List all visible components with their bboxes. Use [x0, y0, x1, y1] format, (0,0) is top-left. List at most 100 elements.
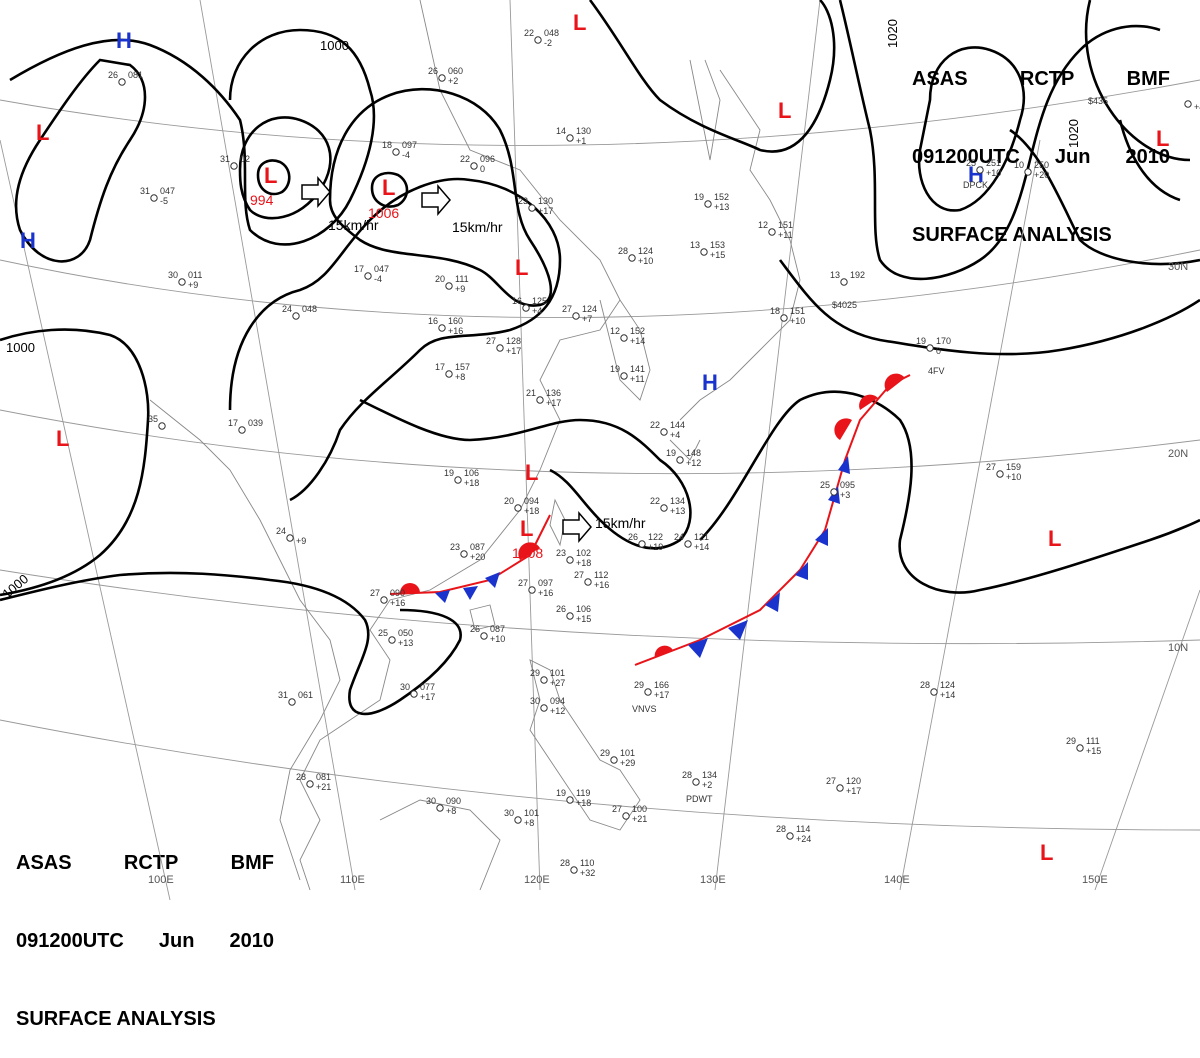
station-pressure: 077 — [420, 682, 435, 692]
station-pressure: 125 — [532, 296, 547, 306]
station-plot: 21 136+17 — [526, 388, 561, 408]
coast-sakhalin — [689, 59, 721, 161]
station-pressure-tendency: +18 — [576, 798, 591, 808]
station-plot: 26 106+15 — [556, 604, 591, 624]
station-pressure: 130 — [538, 196, 553, 206]
isobar-mid-trough — [359, 398, 692, 550]
station-temperature: 24 — [276, 526, 286, 536]
station-circle-icon — [692, 778, 700, 786]
station-plot: 22 048-2 — [524, 28, 559, 48]
motion-speed-label: 15km/hr — [452, 219, 503, 235]
stationary-front-west — [389, 514, 551, 603]
station-pressure-tendency: +9 — [296, 536, 306, 546]
station-pressure-tendency: +18 — [524, 506, 539, 516]
station-plot: 19 152+13 — [694, 192, 729, 212]
station-plot: 13 192 — [830, 270, 865, 286]
station-plot: 24 048 — [282, 304, 317, 320]
graticule-meridian-150e — [1094, 589, 1200, 891]
station-circle-icon — [700, 248, 708, 256]
station-plot: 12 151+11 — [758, 220, 793, 240]
station-pressure: 094 — [550, 696, 565, 706]
station-circle-icon — [514, 504, 522, 512]
header-bulletin: BMF — [1126, 68, 1170, 90]
station-plot: 28 134+2 — [682, 770, 717, 790]
warm-front-semicircle — [400, 583, 420, 593]
station-circle-icon — [230, 162, 238, 170]
low-pressure-symbol: L — [36, 120, 49, 145]
station-circle-icon — [610, 756, 618, 764]
station-temperature: 25 — [820, 480, 830, 490]
station-plot: 17 039 — [228, 418, 263, 434]
graticule-meridian-130e — [714, 0, 821, 891]
station-pressure-tendency: +9 — [455, 284, 465, 294]
station-plot: 24 121+14 — [674, 532, 709, 552]
station-circle-icon — [840, 278, 848, 286]
low-pressure-value: 1006 — [368, 205, 399, 221]
isobar-east — [1084, 0, 1191, 162]
station-pressure-tendency: +16 — [390, 598, 405, 608]
station-circle-icon — [786, 832, 794, 840]
low-pressure-symbol: L — [264, 163, 277, 188]
stationary-front-east — [634, 373, 911, 666]
header-month: Jun — [1054, 146, 1091, 168]
coast-borneo — [379, 799, 501, 891]
station-circle-icon — [514, 816, 522, 824]
station-pressure: 095 — [840, 480, 855, 490]
station-temperature: 29 — [1066, 736, 1076, 746]
station-pressure: 096 — [480, 154, 495, 164]
station-circle-icon — [150, 194, 158, 202]
station-temperature: 30 — [400, 682, 410, 692]
station-pressure: 047 — [160, 186, 175, 196]
station-plot: 27 100+21 — [612, 804, 647, 824]
station-plot: 28 114+24 — [776, 824, 811, 844]
station-plot: 23 087+20 — [450, 542, 485, 562]
station-circle-icon — [780, 314, 788, 322]
station-pressure-tendency: +17 — [420, 692, 435, 702]
station-circle-icon — [566, 556, 574, 564]
station-pressure-tendency: +32 — [580, 868, 595, 878]
graticule-labels: 110E 120E 130E 140E 150E 100E 30N 20N 10… — [148, 261, 1188, 886]
isobar-1020 — [917, 46, 1025, 212]
station-pressure: 011 — [188, 270, 202, 280]
station-temperature: 28 — [682, 770, 692, 780]
station-plot: 31 047-5 — [140, 186, 175, 206]
station-temperature: 30 — [168, 270, 178, 280]
station-pressure-tendency: +17 — [538, 206, 553, 216]
station-temperature: 21 — [526, 388, 536, 398]
station-id: 4FV — [928, 366, 945, 376]
station-pressure: 111 — [455, 274, 469, 284]
station-temperature: 26 — [556, 604, 566, 614]
station-pressure-tendency: +10 — [638, 256, 653, 266]
station-pressure-tendency: +24 — [796, 834, 811, 844]
header-time: 091200UTC — [16, 930, 124, 952]
station-temperature: 27 — [370, 588, 380, 598]
coast-indochina — [149, 399, 341, 881]
station-temperature: 14 — [556, 126, 566, 136]
station-pressure-tendency: +15 — [576, 614, 591, 624]
warm-front-semicircle — [884, 373, 905, 392]
cold-front-triangle — [463, 586, 478, 600]
station-temperature: 19 — [444, 468, 454, 478]
cold-front-triangle — [765, 592, 780, 612]
header-agency: ASAS — [912, 68, 968, 90]
station-pressure-tendency: +12 — [550, 706, 565, 716]
station-circle-icon — [460, 550, 468, 558]
station-temperature: 18 — [770, 306, 780, 316]
isobar-value: 1000 — [6, 340, 35, 355]
station-pressure-tendency: +17 — [654, 690, 669, 700]
station-temperature: 19 — [556, 788, 566, 798]
station-plot: 23 130+17 — [518, 196, 553, 216]
low-pressure-symbol: L — [382, 175, 395, 200]
station-pressure: 039 — [248, 418, 263, 428]
station-temperature: 31 — [220, 154, 230, 164]
station-pressure-tendency: +29 — [620, 758, 635, 768]
station-temperature: 31 — [140, 186, 150, 196]
station-pressure: 157 — [455, 362, 470, 372]
station-circle-icon — [392, 148, 400, 156]
high-pressure-symbol: H — [20, 228, 36, 253]
station-pressure: 106 — [464, 468, 479, 478]
station-circle-icon — [178, 278, 186, 286]
station-pressure-tendency: +21 — [316, 782, 331, 792]
station-temperature: 28 — [920, 680, 930, 690]
